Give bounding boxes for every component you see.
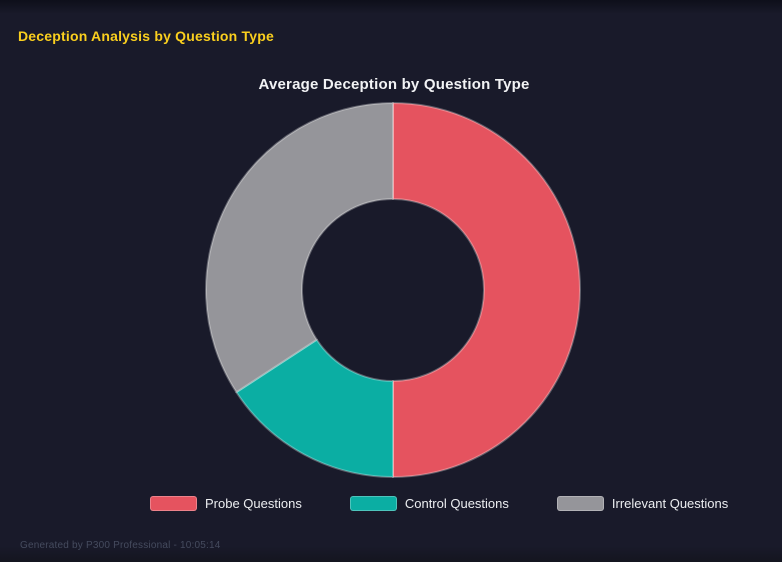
page-title: Deception Analysis by Question Type xyxy=(18,28,274,44)
donut-segment-probe-questions[interactable] xyxy=(392,102,581,478)
donut-segment-control-questions[interactable] xyxy=(235,338,394,478)
legend-item-probe-questions[interactable]: Probe Questions xyxy=(150,496,302,511)
legend-item-irrelevant-questions[interactable]: Irrelevant Questions xyxy=(556,496,729,511)
footer-caption: Generated by P300 Professional - 10:05:1… xyxy=(20,540,221,551)
legend-label-control: Control Questions xyxy=(404,496,509,511)
legend-swatch-irrelevant xyxy=(556,496,604,511)
chart-legend: Probe Questions Control Questions Irrele… xyxy=(150,496,728,511)
legend-swatch-control xyxy=(349,496,397,511)
legend-swatch-probe xyxy=(150,496,197,511)
legend-label-irrelevant: Irrelevant Questions xyxy=(611,496,729,511)
legend-label-probe: Probe Questions xyxy=(205,496,302,511)
legend-item-control-questions[interactable]: Control Questions xyxy=(349,496,509,511)
donut-segment-irrelevant-questions[interactable] xyxy=(205,102,394,394)
chart-title: Average Deception by Question Type xyxy=(258,76,530,93)
